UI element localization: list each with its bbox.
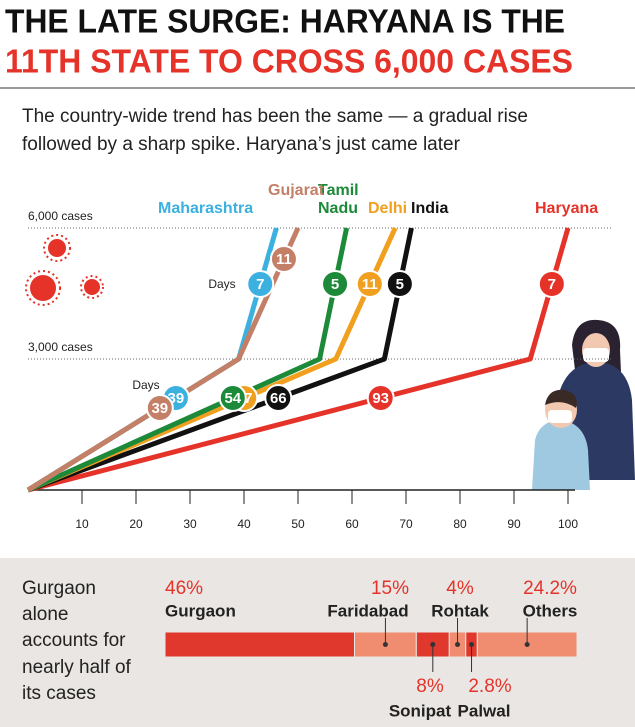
- day-label: 7: [548, 276, 556, 293]
- annotation: Days: [132, 378, 159, 392]
- day-marker: [145, 394, 174, 422]
- day-marker: [264, 384, 293, 412]
- category-label: Palwal: [458, 701, 511, 720]
- caption-line: its cases: [22, 683, 96, 704]
- day-marker: [385, 270, 414, 298]
- caption-line: alone: [22, 604, 69, 625]
- category-label: Sonipat: [389, 701, 452, 720]
- category-label: Others: [523, 601, 578, 620]
- day-marker: [355, 270, 384, 298]
- title-line: 11TH STATE TO CROSS 6,000 CASES: [5, 43, 573, 80]
- x-tick-label: 50: [291, 517, 305, 531]
- series-label-box: Haryana: [535, 200, 599, 217]
- series-label-box: Tamil Nadu: [318, 182, 359, 217]
- day-label: 39: [151, 400, 168, 417]
- title-line: THE LATE SURGE: HARYANA IS THE: [5, 3, 565, 40]
- pointer-dot: [469, 642, 475, 647]
- caption-line: accounts for: [22, 630, 126, 651]
- day-label: 11: [276, 251, 292, 268]
- series-label: Delhi: [368, 200, 408, 217]
- day-marker: [321, 270, 350, 298]
- day-marker: [218, 384, 247, 412]
- y-tick-label: 3,000 cases: [28, 340, 93, 354]
- day-marker: [366, 384, 395, 412]
- day-marker: [269, 245, 298, 273]
- day-marker: [246, 270, 275, 298]
- value-label: 2.8%: [468, 676, 511, 697]
- series-label: Maharashtra: [158, 200, 254, 217]
- subtitle-line: followed by a sharp spike. Haryana’s jus…: [22, 134, 461, 155]
- bar-segment: [164, 631, 356, 658]
- day-label: 66: [270, 390, 287, 407]
- category-label: Rohtak: [431, 601, 489, 620]
- y-tick-label: 6,000 cases: [28, 209, 93, 223]
- x-tick-label: 100: [558, 517, 578, 531]
- day-label: 7: [256, 276, 264, 293]
- caption-line: Gurgaon: [22, 578, 96, 599]
- x-tick-label: 70: [399, 517, 413, 531]
- virus-icons: [25, 234, 104, 306]
- series-label-box: Gujarat: [268, 182, 325, 199]
- pointer-dot: [382, 642, 388, 647]
- series-label-box: Maharashtra: [158, 200, 254, 217]
- bar-caption: Gurgaon alone accounts for nearly half o…: [22, 578, 132, 704]
- x-tick-label: 90: [507, 517, 521, 531]
- day-label: 93: [372, 390, 389, 407]
- value-label: 46%: [165, 578, 203, 599]
- value-label: 24.2%: [523, 578, 577, 599]
- value-label: 4%: [446, 578, 474, 599]
- series-label: India: [411, 200, 449, 217]
- pointer-dot: [430, 642, 436, 647]
- day-label: 5: [396, 276, 404, 293]
- x-tick-label: 30: [183, 517, 197, 531]
- value-label: 15%: [371, 578, 409, 599]
- day-label: 5: [331, 276, 339, 293]
- category-label: Gurgaon: [165, 601, 236, 620]
- series-label-box: Delhi: [368, 200, 408, 217]
- series-label: Haryana: [535, 200, 599, 217]
- series-label: Tamil Nadu: [318, 182, 359, 217]
- x-tick-label: 60: [345, 517, 359, 531]
- series-label: Gujarat: [268, 182, 325, 199]
- series-label-box: India: [411, 200, 449, 217]
- value-label: 8%: [416, 676, 444, 697]
- day-marker: [537, 270, 566, 298]
- x-tick-label: 20: [129, 517, 143, 531]
- x-tick-label: 40: [237, 517, 251, 531]
- annotation: Days: [208, 277, 235, 291]
- x-tick-label: 10: [75, 517, 89, 531]
- pointer-dot: [524, 642, 530, 647]
- subtitle-line: The country-wide trend has been the same…: [22, 106, 528, 127]
- category-label: Faridabad: [327, 601, 408, 620]
- pointer-dot: [455, 642, 461, 647]
- x-tick-label: 80: [453, 517, 467, 531]
- caption-line: nearly half of: [22, 657, 132, 678]
- day-label: 54: [224, 390, 241, 407]
- day-label: 11: [362, 276, 378, 293]
- illustration: [532, 319, 635, 490]
